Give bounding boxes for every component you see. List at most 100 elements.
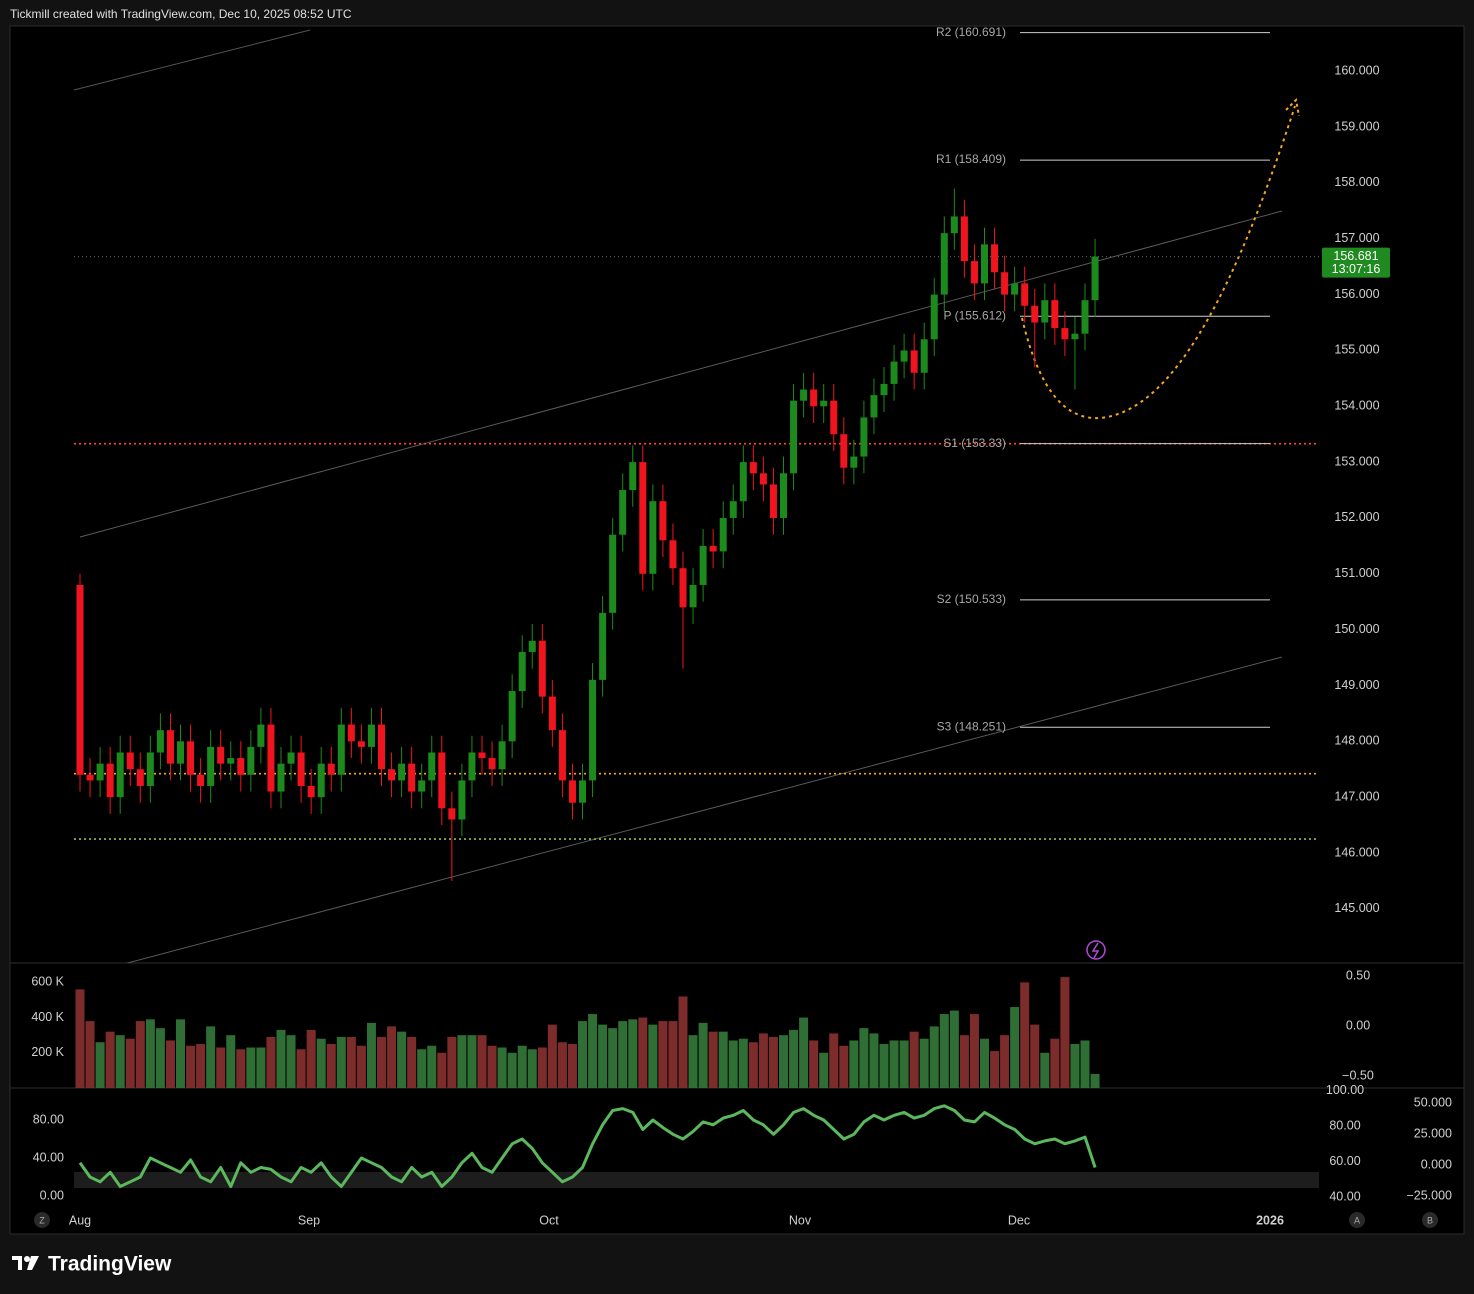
volume-bar (467, 1035, 477, 1088)
oscillator-tick-label: 80.00 (33, 1112, 64, 1126)
candle-body (548, 696, 556, 731)
candle-body (76, 584, 84, 775)
candle-body (207, 746, 215, 786)
candle-body (920, 339, 928, 373)
volume-bar (155, 1028, 165, 1088)
volume-bar (688, 1035, 698, 1088)
volume-bar (879, 1043, 889, 1088)
volume-bar (779, 1035, 788, 1088)
candle-body (398, 763, 406, 781)
candle-body (237, 758, 245, 775)
button-circle[interactable] (1349, 1212, 1365, 1228)
candle-body (287, 752, 295, 764)
volume-bar (507, 1052, 517, 1088)
candle-body (960, 216, 968, 262)
candle-body (579, 780, 586, 803)
pivot-label: S3 (148.251) (937, 719, 1006, 733)
volume-bar (738, 1038, 748, 1088)
volume-bar (1090, 1073, 1100, 1088)
volume-bar (708, 1031, 718, 1088)
candle-body (568, 780, 576, 803)
volume-bar (799, 1017, 809, 1088)
pivot-label: P (155.612) (944, 308, 1007, 322)
volume-bar (809, 1040, 819, 1088)
volume-bar (598, 1024, 608, 1088)
volume-bar (1010, 1007, 1020, 1088)
volume-bar (758, 1033, 768, 1088)
candle-body (729, 501, 737, 518)
button-circle[interactable] (34, 1212, 50, 1228)
volume-bar (135, 1021, 145, 1088)
volume-bar (377, 1036, 386, 1088)
volume-bar (1040, 1052, 1050, 1088)
price-tick-label: 154.000 (1334, 399, 1379, 413)
volume-bar (387, 1026, 397, 1088)
volume-bar (206, 1026, 216, 1088)
candle-body (1021, 283, 1029, 306)
header-text: Tickmill created with TradingView.com, D… (10, 7, 352, 21)
button-circle[interactable] (1422, 1212, 1438, 1228)
candle-body (910, 350, 918, 373)
candle-body (589, 679, 597, 781)
oscillator-right-tick-label: 25.000 (1414, 1126, 1452, 1140)
volume-bar (1000, 1035, 1010, 1088)
volume-bar (849, 1040, 859, 1088)
volume-bar (678, 996, 688, 1088)
brand-logo: TradingView (12, 1253, 172, 1276)
volume-bar (537, 1047, 547, 1088)
volume-bar (919, 1038, 929, 1088)
oscillator-tick-label: 0.00 (40, 1188, 64, 1202)
volume-bar (929, 1026, 939, 1088)
volume-bar (889, 1040, 899, 1088)
candle-body (890, 361, 898, 384)
volume-bar (336, 1036, 346, 1088)
volume-bar (949, 1010, 959, 1088)
candle-body (991, 244, 999, 273)
candle-body (930, 294, 938, 340)
projection-arrowhead (1285, 97, 1300, 117)
candle-body (508, 691, 516, 742)
volume-bar (969, 1014, 979, 1088)
oscillator-tick-label: 40.00 (33, 1150, 64, 1164)
button-label[interactable]: B (1427, 1215, 1433, 1225)
price-tick-label: 152.000 (1334, 510, 1379, 524)
alert-icon[interactable] (1086, 940, 1106, 960)
volume-bar (115, 1035, 125, 1088)
candle-body (1091, 256, 1099, 301)
candle-body (780, 473, 787, 518)
oscillator-right-tick-label: 80.00 (1329, 1118, 1360, 1132)
volume-bar (105, 1031, 115, 1088)
candle-body (367, 724, 375, 747)
price-tick-label: 157.000 (1334, 231, 1379, 245)
candle-body (699, 545, 707, 585)
volume-bar (959, 1035, 969, 1088)
volume-tick-label: 600 K (31, 975, 64, 989)
volume-bar (226, 1035, 236, 1088)
candle-body (940, 233, 948, 295)
candle-body (227, 758, 235, 764)
button-label[interactable]: Z (39, 1215, 45, 1225)
countdown-label: 13:07:16 (1332, 262, 1381, 276)
x-tick-label: Sep (298, 1213, 320, 1227)
candle-body (458, 780, 466, 820)
candle-body (629, 462, 637, 491)
candle-body (86, 774, 94, 781)
candle-body (277, 763, 285, 792)
oscillator-right-tick-label: 0.000 (1421, 1157, 1452, 1171)
candle-body (609, 534, 617, 613)
candle-body (106, 763, 114, 798)
candle-body (247, 746, 255, 775)
volume-bar (698, 1022, 708, 1088)
price-tick-label: 145.000 (1334, 901, 1379, 915)
candle-body (709, 545, 717, 552)
button-label[interactable]: A (1354, 1215, 1360, 1225)
candle-body (528, 640, 536, 652)
candle-body (197, 774, 205, 786)
candle-body (1041, 300, 1049, 323)
candle-body (820, 400, 828, 407)
volume-bar (648, 1024, 658, 1088)
volume-bar (75, 989, 85, 1088)
candle-body (599, 612, 607, 680)
